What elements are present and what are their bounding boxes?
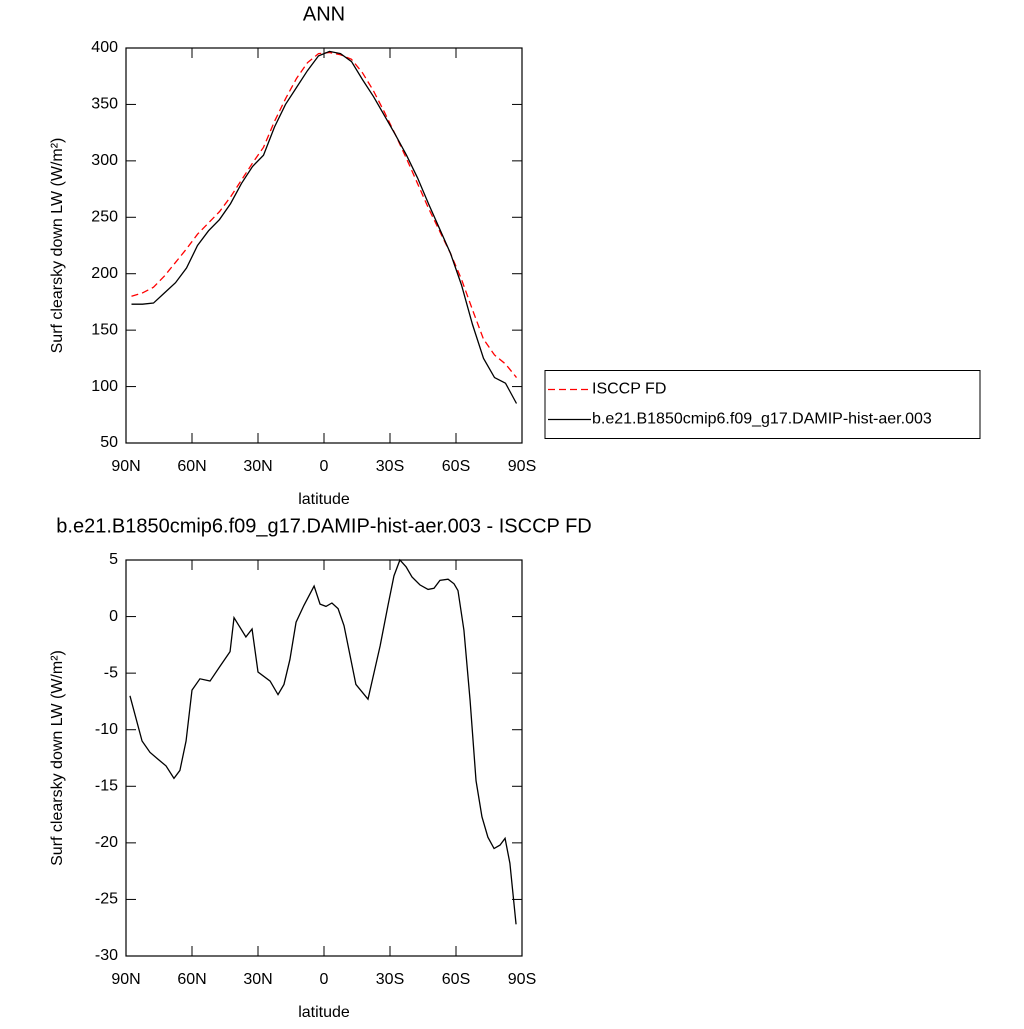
y-tick-label: 5 bbox=[109, 551, 118, 568]
y-tick-label: 50 bbox=[100, 434, 118, 451]
x-tick-label: 60N bbox=[177, 458, 206, 475]
x-tick-label: 30S bbox=[376, 458, 404, 475]
x-tick-label: 30N bbox=[243, 971, 272, 988]
y-tick-label: 300 bbox=[91, 152, 118, 169]
x-axis-label: latitude bbox=[298, 1004, 350, 1021]
y-tick-label: 250 bbox=[91, 209, 118, 226]
x-tick-label: 60S bbox=[442, 458, 470, 475]
x-tick-label: 90N bbox=[111, 971, 140, 988]
y-tick-label: -30 bbox=[95, 947, 118, 964]
y-tick-label: -20 bbox=[95, 834, 118, 851]
y-tick-label: 200 bbox=[91, 265, 118, 282]
x-tick-label: 30N bbox=[243, 458, 272, 475]
plot-frame bbox=[125, 47, 523, 444]
y-tick-label: 350 bbox=[91, 96, 118, 113]
y-axis-label: Surf clearsky down LW (W/m²) bbox=[49, 650, 66, 866]
y-tick-label: -10 bbox=[95, 721, 118, 738]
data-line bbox=[131, 50, 518, 404]
data-line bbox=[131, 51, 518, 378]
x-tick-label: 90S bbox=[508, 458, 536, 475]
y-tick-label: -5 bbox=[104, 664, 118, 681]
chart-title: b.e21.B1850cmip6.f09_g17.DAMIP-hist-aer.… bbox=[56, 515, 591, 537]
x-tick-label: 90S bbox=[508, 971, 536, 988]
x-tick-label: 30S bbox=[376, 971, 404, 988]
legend-box bbox=[544, 370, 981, 439]
legend-label: b.e21.B1850cmip6.f09_g17.DAMIP-hist-aer.… bbox=[592, 411, 932, 428]
y-tick-label: 100 bbox=[91, 378, 118, 395]
y-tick-label: 0 bbox=[109, 608, 118, 625]
y-tick-label: 400 bbox=[91, 39, 118, 56]
y-tick-label: -15 bbox=[95, 778, 118, 795]
x-tick-label: 0 bbox=[320, 971, 329, 988]
x-axis-label: latitude bbox=[298, 491, 350, 508]
data-line bbox=[129, 558, 517, 925]
x-tick-label: 0 bbox=[320, 458, 329, 475]
x-tick-label: 90N bbox=[111, 458, 140, 475]
y-tick-label: 150 bbox=[91, 321, 118, 338]
y-axis-label: Surf clearsky down LW (W/m²) bbox=[49, 138, 66, 354]
y-tick-label: -25 bbox=[95, 891, 118, 908]
x-tick-label: 60N bbox=[177, 971, 206, 988]
plot-frame bbox=[125, 559, 523, 957]
chart-title: ANN bbox=[303, 3, 345, 25]
legend-label: ISCCP FD bbox=[592, 381, 666, 398]
x-tick-label: 60S bbox=[442, 971, 470, 988]
